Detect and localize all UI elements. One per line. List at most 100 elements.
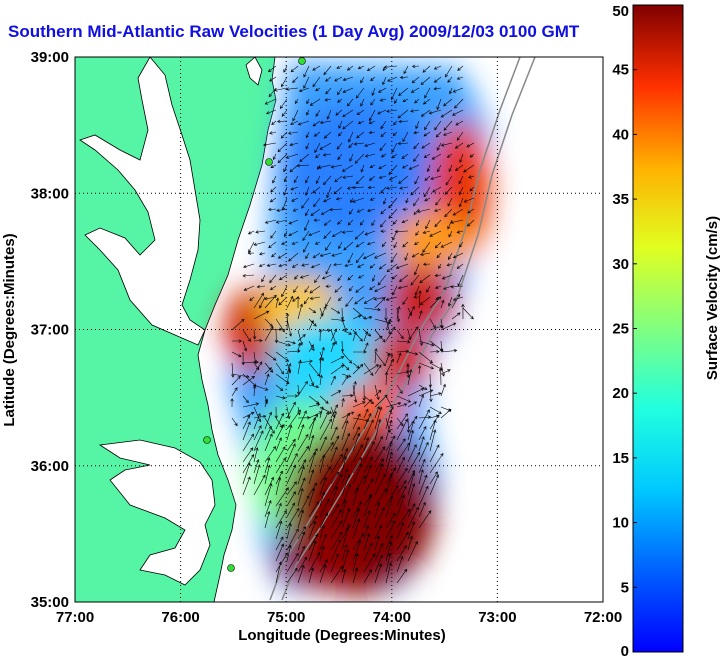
velocity-vector — [338, 241, 343, 250]
velocity-vector — [277, 153, 288, 164]
velocity-vector — [396, 384, 403, 394]
velocity-vector — [396, 442, 410, 463]
velocity-vector — [319, 436, 327, 452]
velocity-vector — [402, 164, 409, 169]
velocity-vector — [330, 410, 337, 430]
velocity-vector — [445, 175, 453, 186]
velocity-vector — [385, 495, 394, 518]
velocity-vector — [242, 447, 254, 463]
velocity-vector — [344, 263, 354, 268]
velocity-vector — [312, 252, 321, 259]
velocity-vector — [338, 296, 343, 302]
velocity-vector — [407, 429, 414, 452]
velocity-vector — [352, 363, 364, 375]
velocity-vector — [330, 446, 338, 463]
velocity-vector — [418, 458, 426, 474]
velocity-vector — [440, 408, 452, 419]
velocity-vector — [303, 65, 310, 78]
velocity-vector — [374, 285, 387, 292]
velocity-vector — [319, 252, 332, 257]
velocity-vector — [448, 252, 453, 260]
velocity-vector — [297, 545, 306, 562]
velocity-vector — [371, 219, 376, 227]
velocity-vector — [450, 219, 464, 224]
velocity-vector — [242, 421, 251, 441]
velocity-vector — [370, 76, 376, 81]
velocity-vector — [447, 76, 453, 83]
velocity-vector — [303, 241, 310, 253]
velocity-vector — [407, 472, 415, 496]
velocity-vector — [341, 230, 354, 234]
velocity-vector — [423, 131, 431, 137]
velocity-vector — [352, 567, 359, 584]
velocity-vector — [440, 142, 453, 147]
velocity-vector — [308, 551, 320, 573]
velocity-vector — [443, 98, 453, 107]
velocity-vector — [281, 285, 288, 298]
velocity-vector — [397, 141, 409, 146]
velocity-vector — [457, 65, 464, 71]
velocity-vector — [363, 456, 373, 474]
velocity-vector — [264, 411, 272, 430]
velocity-vector — [261, 274, 266, 283]
velocity-vector — [414, 175, 420, 185]
velocity-vector — [297, 334, 306, 342]
velocity-vector — [362, 384, 366, 402]
velocity-vector — [324, 98, 332, 102]
velocity-vector — [330, 329, 337, 345]
velocity-vector — [253, 292, 264, 309]
velocity-vector — [256, 284, 266, 289]
velocity-vector — [308, 482, 318, 496]
velocity-vector — [242, 395, 249, 404]
velocity-vector — [319, 533, 327, 551]
velocity-vector — [319, 491, 326, 507]
velocity-vector — [341, 164, 354, 172]
velocity-vector — [338, 131, 343, 137]
velocity-vector — [374, 364, 382, 375]
velocity-vector — [290, 186, 299, 191]
velocity-vector — [429, 384, 433, 403]
velocity-vector — [396, 480, 407, 496]
x-tick-label: 74:00 — [373, 609, 411, 626]
velocity-vector — [429, 452, 444, 474]
velocity-vector — [242, 340, 248, 352]
velocity-vector — [456, 263, 464, 269]
velocity-vector — [253, 430, 264, 452]
velocity-vector — [286, 409, 301, 430]
velocity-vector — [341, 483, 352, 507]
velocity-vector — [396, 522, 405, 540]
velocity-vector — [374, 252, 387, 259]
velocity-vector — [301, 197, 310, 209]
velocity-vector — [323, 65, 332, 76]
velocity-vector — [242, 360, 259, 364]
velocity-vector — [255, 230, 266, 234]
velocity-vector — [330, 406, 336, 418]
velocity-vector — [352, 486, 359, 507]
north-slow-core — [280, 100, 440, 240]
velocity-vector — [309, 98, 321, 106]
velocity-vector — [385, 318, 392, 331]
velocity-vector — [419, 252, 431, 256]
velocity-vector — [426, 285, 431, 293]
velocity-vector — [356, 208, 365, 213]
velocity-vector — [378, 87, 387, 93]
velocity-vector — [422, 230, 431, 234]
y-tick-label: 37:00 — [31, 322, 69, 339]
velocity-vector — [326, 186, 332, 199]
velocity-vector — [413, 197, 420, 207]
velocity-vector — [418, 510, 432, 529]
velocity-vector — [387, 76, 398, 82]
velocity-vector — [438, 368, 443, 386]
velocity-vector — [418, 501, 426, 518]
velocity-vector — [275, 476, 282, 496]
velocity-vector — [385, 435, 396, 452]
velocity-vector — [413, 295, 420, 299]
velocity-vector — [380, 229, 387, 233]
velocity-vector — [319, 305, 327, 320]
velocity-vector — [305, 142, 310, 150]
velocity-vector — [424, 197, 431, 202]
velocity-vector — [253, 447, 259, 463]
velocity-vector — [429, 474, 439, 496]
velocity-vector — [399, 75, 409, 80]
velocity-vector — [264, 433, 273, 452]
